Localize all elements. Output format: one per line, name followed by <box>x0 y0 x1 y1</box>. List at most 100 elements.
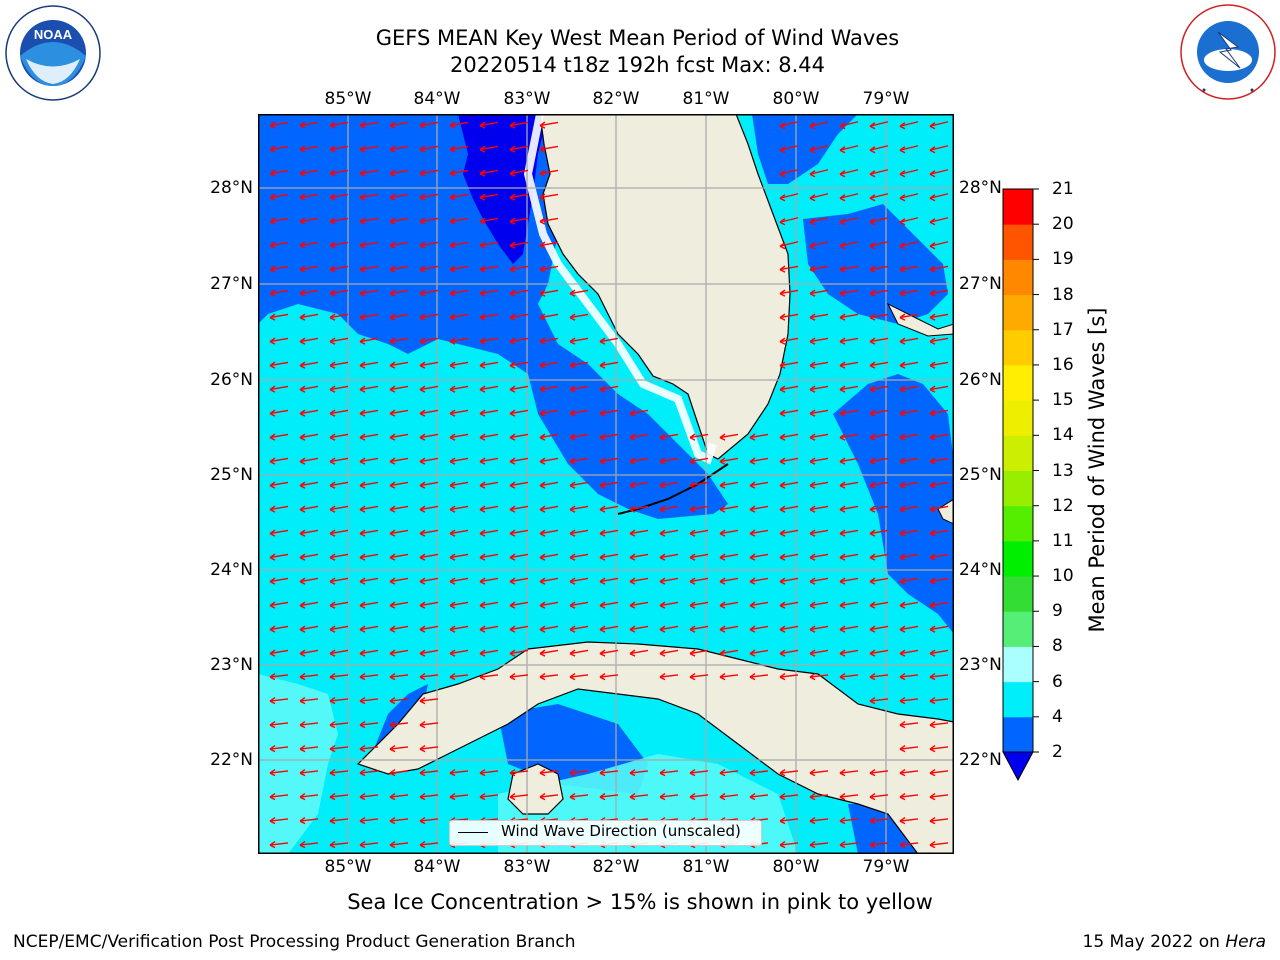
lat-label-left: 24°N <box>210 560 253 580</box>
wave-direction-arrowhead <box>329 625 336 633</box>
wave-direction-arrowhead <box>689 793 696 801</box>
wave-direction-arrowhead <box>809 841 816 849</box>
wave-direction-arrow <box>689 577 709 583</box>
colorbar-tick-label: 2 <box>1052 742 1063 762</box>
wave-direction-arrow <box>299 649 319 655</box>
wave-direction-arrowhead <box>569 553 576 561</box>
wave-direction-arrowhead <box>329 121 336 129</box>
wave-direction-arrowhead <box>839 457 846 465</box>
wave-direction-arrow <box>629 529 649 535</box>
wave-direction-arrow <box>719 625 739 631</box>
wave-direction-arrowhead <box>719 673 726 681</box>
wave-direction-arrow <box>779 337 799 343</box>
wave-direction-arrow <box>359 842 379 846</box>
wave-direction-arrowhead <box>419 481 426 489</box>
wave-direction-arrowhead <box>389 145 396 153</box>
wave-direction-arrow <box>929 289 949 295</box>
wave-direction-arrow <box>299 505 319 511</box>
wave-direction-arrow <box>269 265 289 271</box>
wave-direction-arrowhead <box>479 121 486 129</box>
wave-direction-arrow <box>539 385 559 391</box>
wave-direction-arrowhead <box>929 601 936 609</box>
wave-direction-arrowhead <box>479 361 486 369</box>
wave-direction-arrow <box>269 481 289 487</box>
wave-direction-arrow <box>449 265 469 271</box>
wave-direction-arrowhead <box>569 313 576 321</box>
wave-direction-arrowhead <box>539 265 546 273</box>
wave-direction-arrowhead <box>419 121 426 129</box>
wave-direction-arrowhead <box>629 433 636 441</box>
lat-label-right: 26°N <box>959 370 1002 390</box>
wave-direction-arrowhead <box>539 361 546 369</box>
blue-region-atlantic-north <box>752 114 858 184</box>
wave-direction-arrow <box>599 674 619 678</box>
wave-direction-arrow <box>629 505 649 511</box>
wave-direction-arrow <box>329 674 349 678</box>
wave-direction-arrowhead <box>329 793 336 801</box>
wave-direction-arrow <box>599 553 619 559</box>
wave-direction-arrow <box>389 698 409 702</box>
wave-direction-arrow <box>629 794 649 798</box>
wave-direction-arrowhead <box>899 697 906 705</box>
wave-direction-arrow <box>599 577 619 583</box>
wave-direction-arrow <box>629 409 649 415</box>
wave-direction-arrowhead <box>539 241 546 249</box>
wave-direction-arrow <box>389 217 409 223</box>
colorbar-extend-triangle <box>1002 751 1034 782</box>
wave-direction-arrow <box>569 674 589 678</box>
wave-direction-arrowhead <box>569 481 576 489</box>
wave-direction-arrowhead <box>359 217 366 225</box>
wave-direction-arrowhead <box>929 385 936 393</box>
wave-direction-arrowhead <box>359 577 366 585</box>
wave-direction-arrowhead <box>449 673 456 681</box>
wave-direction-arrow <box>869 625 889 631</box>
wave-direction-arrow <box>929 577 949 583</box>
wave-direction-arrowhead <box>839 170 846 178</box>
wave-direction-arrowhead <box>869 337 876 345</box>
wave-direction-arrow <box>659 481 679 487</box>
wave-direction-arrow <box>899 145 919 151</box>
wave-direction-arrow <box>419 818 439 822</box>
wave-direction-arrowhead <box>509 601 516 609</box>
wave-direction-arrow <box>929 145 949 151</box>
wave-direction-arrowhead <box>779 529 786 537</box>
wave-direction-arrowhead <box>899 361 906 369</box>
wave-direction-arrowhead <box>479 385 486 393</box>
wave-direction-arrow <box>809 649 829 655</box>
wave-direction-arrow <box>869 770 889 774</box>
wave-direction-arrowhead <box>299 409 306 417</box>
wave-direction-arrow <box>899 385 919 391</box>
wave-direction-arrowhead <box>359 337 366 345</box>
wave-direction-arrow <box>299 601 319 607</box>
wave-direction-arrow <box>419 457 439 463</box>
wave-direction-arrowhead <box>359 601 366 609</box>
wave-direction-arrowhead <box>479 649 486 657</box>
wave-direction-arrowhead <box>269 505 276 513</box>
wave-direction-arrow <box>449 241 469 247</box>
lat-label-left: 23°N <box>210 655 253 675</box>
wave-direction-arrowhead <box>389 721 396 729</box>
wave-direction-arrow <box>719 529 739 535</box>
wave-direction-arrow <box>389 601 409 607</box>
wave-direction-arrow <box>539 457 559 463</box>
wave-direction-arrow <box>509 577 529 583</box>
wave-direction-arrow <box>419 746 439 750</box>
wave-direction-arrowhead <box>809 769 816 777</box>
wave-direction-arrowhead <box>599 337 606 345</box>
wave-direction-arrow <box>899 193 919 199</box>
wave-direction-arrow <box>929 265 949 271</box>
wave-direction-arrow <box>809 842 829 846</box>
wave-direction-arrow <box>809 145 829 151</box>
wave-direction-arrow <box>329 481 349 487</box>
wave-direction-arrow <box>809 553 829 559</box>
wave-direction-arrowhead <box>689 529 696 537</box>
wave-direction-arrow <box>779 553 799 559</box>
wave-direction-arrowhead <box>539 385 546 393</box>
wave-direction-arrow <box>929 313 949 319</box>
wave-direction-arrowhead <box>809 649 816 657</box>
wave-direction-arrowhead <box>809 601 816 609</box>
wave-direction-arrow <box>389 361 409 367</box>
wave-direction-arrowhead <box>539 505 546 513</box>
wave-direction-arrowhead <box>479 601 486 609</box>
lon-label-bottom: 84°W <box>413 857 461 877</box>
